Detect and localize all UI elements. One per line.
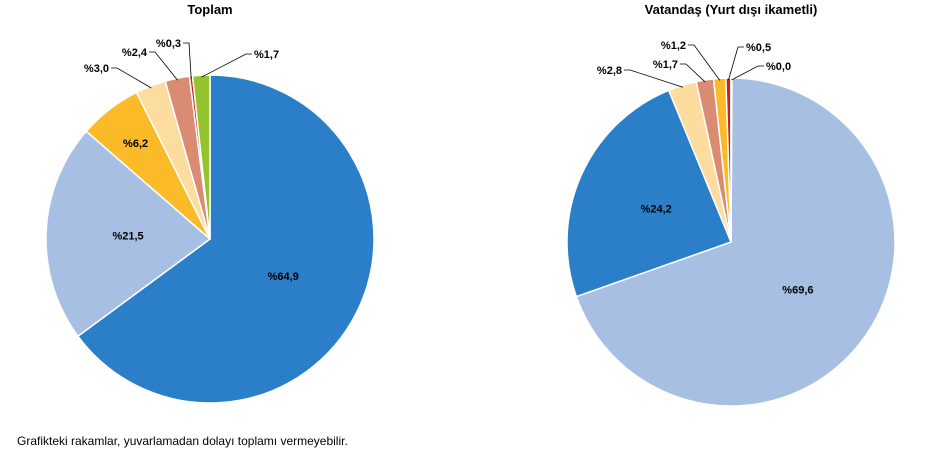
slice-label: %6,2: [123, 138, 148, 150]
pie-chart-vatandas: %69,6 %24,2 %0,0 %0,5 %1,2 %1,7 %2,8: [566, 40, 896, 407]
slice-label: %0,0: [766, 61, 791, 73]
slice-label: %69,6: [782, 284, 813, 296]
slice-label: %64,9: [268, 271, 299, 283]
leader-line: [149, 51, 178, 81]
leader-line: [201, 53, 252, 78]
leader-line: [688, 44, 721, 81]
slice-label: %1,7: [653, 59, 678, 71]
leader-line: [183, 42, 192, 79]
chart-title-vatandas: Vatandaş (Yurt dışı ikametli): [645, 2, 818, 17]
chart-title-toplam: Toplam: [187, 2, 232, 17]
chart-footnote: Grafikteki rakamlar, yuvarlamadan dolayı…: [17, 434, 348, 448]
slice-label: %0,5: [746, 42, 771, 54]
slice-label: %1,7: [254, 49, 279, 61]
pie-slice: [76, 74, 375, 404]
slice-label: %3,0: [84, 63, 109, 75]
leader-line: [731, 65, 764, 81]
pie-slice: [575, 77, 896, 407]
pie-chart-toplam: %64,9 %21,5 %6,2 %1,7 %2,4 %0,3 %3,0: [45, 38, 375, 404]
leader-line: [624, 69, 684, 88]
pie-slice: [191, 74, 211, 240]
pie-slice: [45, 130, 212, 338]
pie-slice: [566, 89, 732, 298]
leader-line: [680, 63, 706, 83]
slice-label: %2,8: [597, 65, 622, 77]
slice-label: %24,2: [641, 204, 672, 216]
leader-line: [111, 67, 152, 89]
slice-label: %2,4: [122, 47, 148, 59]
slice-label: %1,2: [661, 40, 686, 52]
slice-label: %0,3: [156, 38, 181, 50]
leader-line: [728, 46, 744, 81]
slice-label: %21,5: [112, 231, 143, 243]
pie-slice: [730, 77, 733, 243]
